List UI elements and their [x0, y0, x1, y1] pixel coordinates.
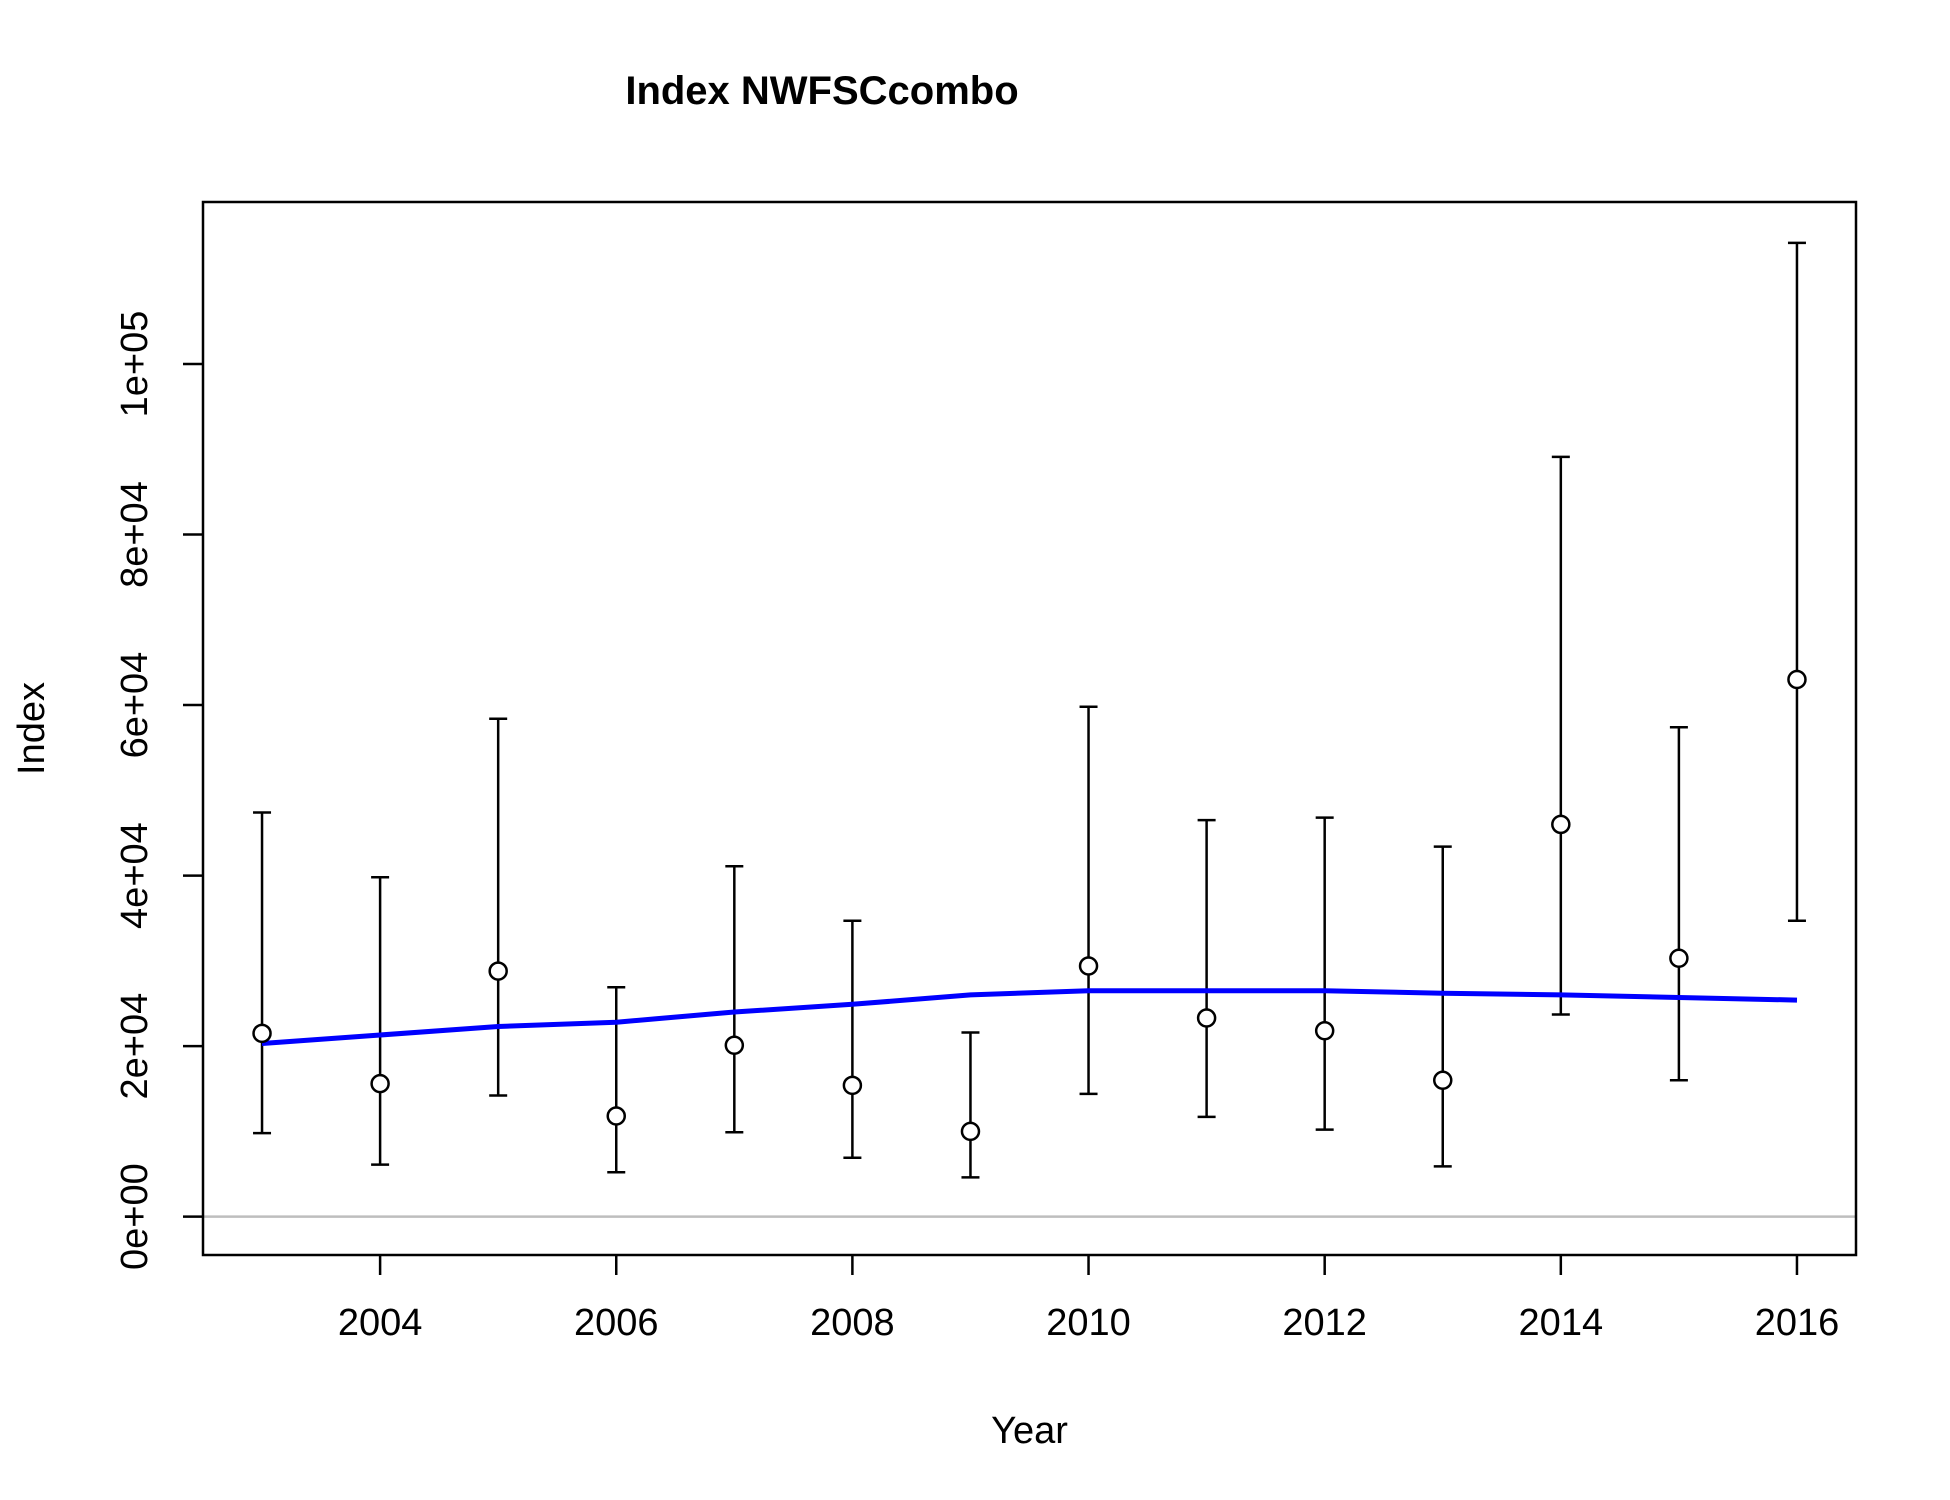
observed-point-2008: [842, 1075, 863, 1096]
y-tick-label-20000: 2e+04: [114, 993, 156, 1100]
y-axis-title: Index: [11, 682, 53, 775]
error-bar-2003: [253, 811, 272, 1135]
error-bar-2014: [1551, 455, 1570, 1016]
error-bar-2010: [1079, 705, 1098, 1096]
x-tick-label-2010: 2010: [1046, 1302, 1131, 1344]
y-tick-label-40000: 4e+04: [114, 822, 156, 929]
observed-point-2011: [1196, 1008, 1217, 1028]
fitted-index-line: [261, 988, 1798, 1046]
observed-point-2003: [252, 1023, 272, 1044]
observed-point-2007: [724, 1035, 745, 1056]
plot-area: [203, 241, 1856, 1218]
error-bar-2008: [843, 919, 862, 1160]
x-axis-title: Year: [991, 1410, 1068, 1452]
x-tick-label-2004: 2004: [338, 1302, 423, 1344]
x-tick-label-2012: 2012: [1282, 1302, 1367, 1344]
error-bar-2013: [1433, 845, 1452, 1168]
y-tick-label-0: 0e+00: [114, 1163, 156, 1270]
error-bar-2012: [1315, 816, 1334, 1131]
x-tick-label-2016: 2016: [1755, 1302, 1840, 1344]
error-bar-2015: [1669, 725, 1688, 1082]
x-tick-label-2014: 2014: [1519, 1302, 1604, 1344]
observed-point-2015: [1669, 948, 1689, 969]
error-bar-2006: [607, 986, 626, 1174]
observed-point-2004: [370, 1073, 390, 1094]
error-bar-2011: [1197, 818, 1216, 1119]
observed-point-2013: [1433, 1070, 1453, 1090]
y-tick-label-80000: 8e+04: [114, 481, 156, 588]
observed-point-2005: [488, 961, 508, 981]
x-tick-label-2008: 2008: [810, 1302, 895, 1344]
plot-frame: [201, 200, 1858, 1257]
error-bar-2004: [371, 876, 390, 1166]
error-bar-2016: [1787, 241, 1806, 923]
error-bar-2007: [725, 864, 744, 1134]
observed-point-2012: [1314, 1021, 1335, 1041]
observed-point-2006: [606, 1106, 626, 1126]
chart-title: Index NWFSCcombo: [625, 69, 1018, 113]
observed-point-2016: [1787, 669, 1807, 690]
error-bar-2009: [961, 1031, 980, 1179]
error-bar-2005: [489, 717, 508, 1097]
y-tick-label-60000: 6e+04: [114, 652, 156, 759]
y-tick-label-100000: 1e+05: [114, 311, 156, 418]
x-tick-label-2006: 2006: [574, 1302, 659, 1344]
observed-point-2010: [1078, 956, 1099, 976]
observed-point-2009: [960, 1121, 981, 1142]
observed-point-2014: [1551, 814, 1571, 835]
